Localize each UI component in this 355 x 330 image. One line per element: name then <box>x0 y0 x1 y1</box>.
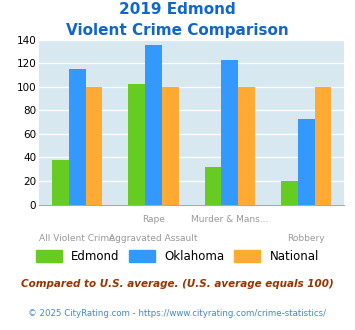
Bar <box>205 167 222 205</box>
Bar <box>52 160 69 205</box>
Text: Murder & Mans...: Murder & Mans... <box>191 214 268 223</box>
Bar <box>281 181 298 205</box>
Bar <box>222 60 238 205</box>
Bar <box>315 87 331 205</box>
Bar <box>162 87 179 205</box>
Bar <box>129 84 145 205</box>
Text: © 2025 CityRating.com - https://www.cityrating.com/crime-statistics/: © 2025 CityRating.com - https://www.city… <box>28 309 327 317</box>
Text: Robbery: Robbery <box>288 234 325 243</box>
Bar <box>238 87 255 205</box>
Text: Rape: Rape <box>142 214 165 223</box>
Bar <box>69 69 86 205</box>
Text: Violent Crime Comparison: Violent Crime Comparison <box>66 23 289 38</box>
Text: All Violent Crime: All Violent Crime <box>39 234 115 243</box>
Legend: Edmond, Oklahoma, National: Edmond, Oklahoma, National <box>31 245 324 268</box>
Bar <box>86 87 102 205</box>
Text: Aggravated Assault: Aggravated Assault <box>109 234 198 243</box>
Text: Compared to U.S. average. (U.S. average equals 100): Compared to U.S. average. (U.S. average … <box>21 279 334 289</box>
Bar <box>145 46 162 205</box>
Text: 2019 Edmond: 2019 Edmond <box>119 2 236 16</box>
Bar <box>298 118 315 205</box>
